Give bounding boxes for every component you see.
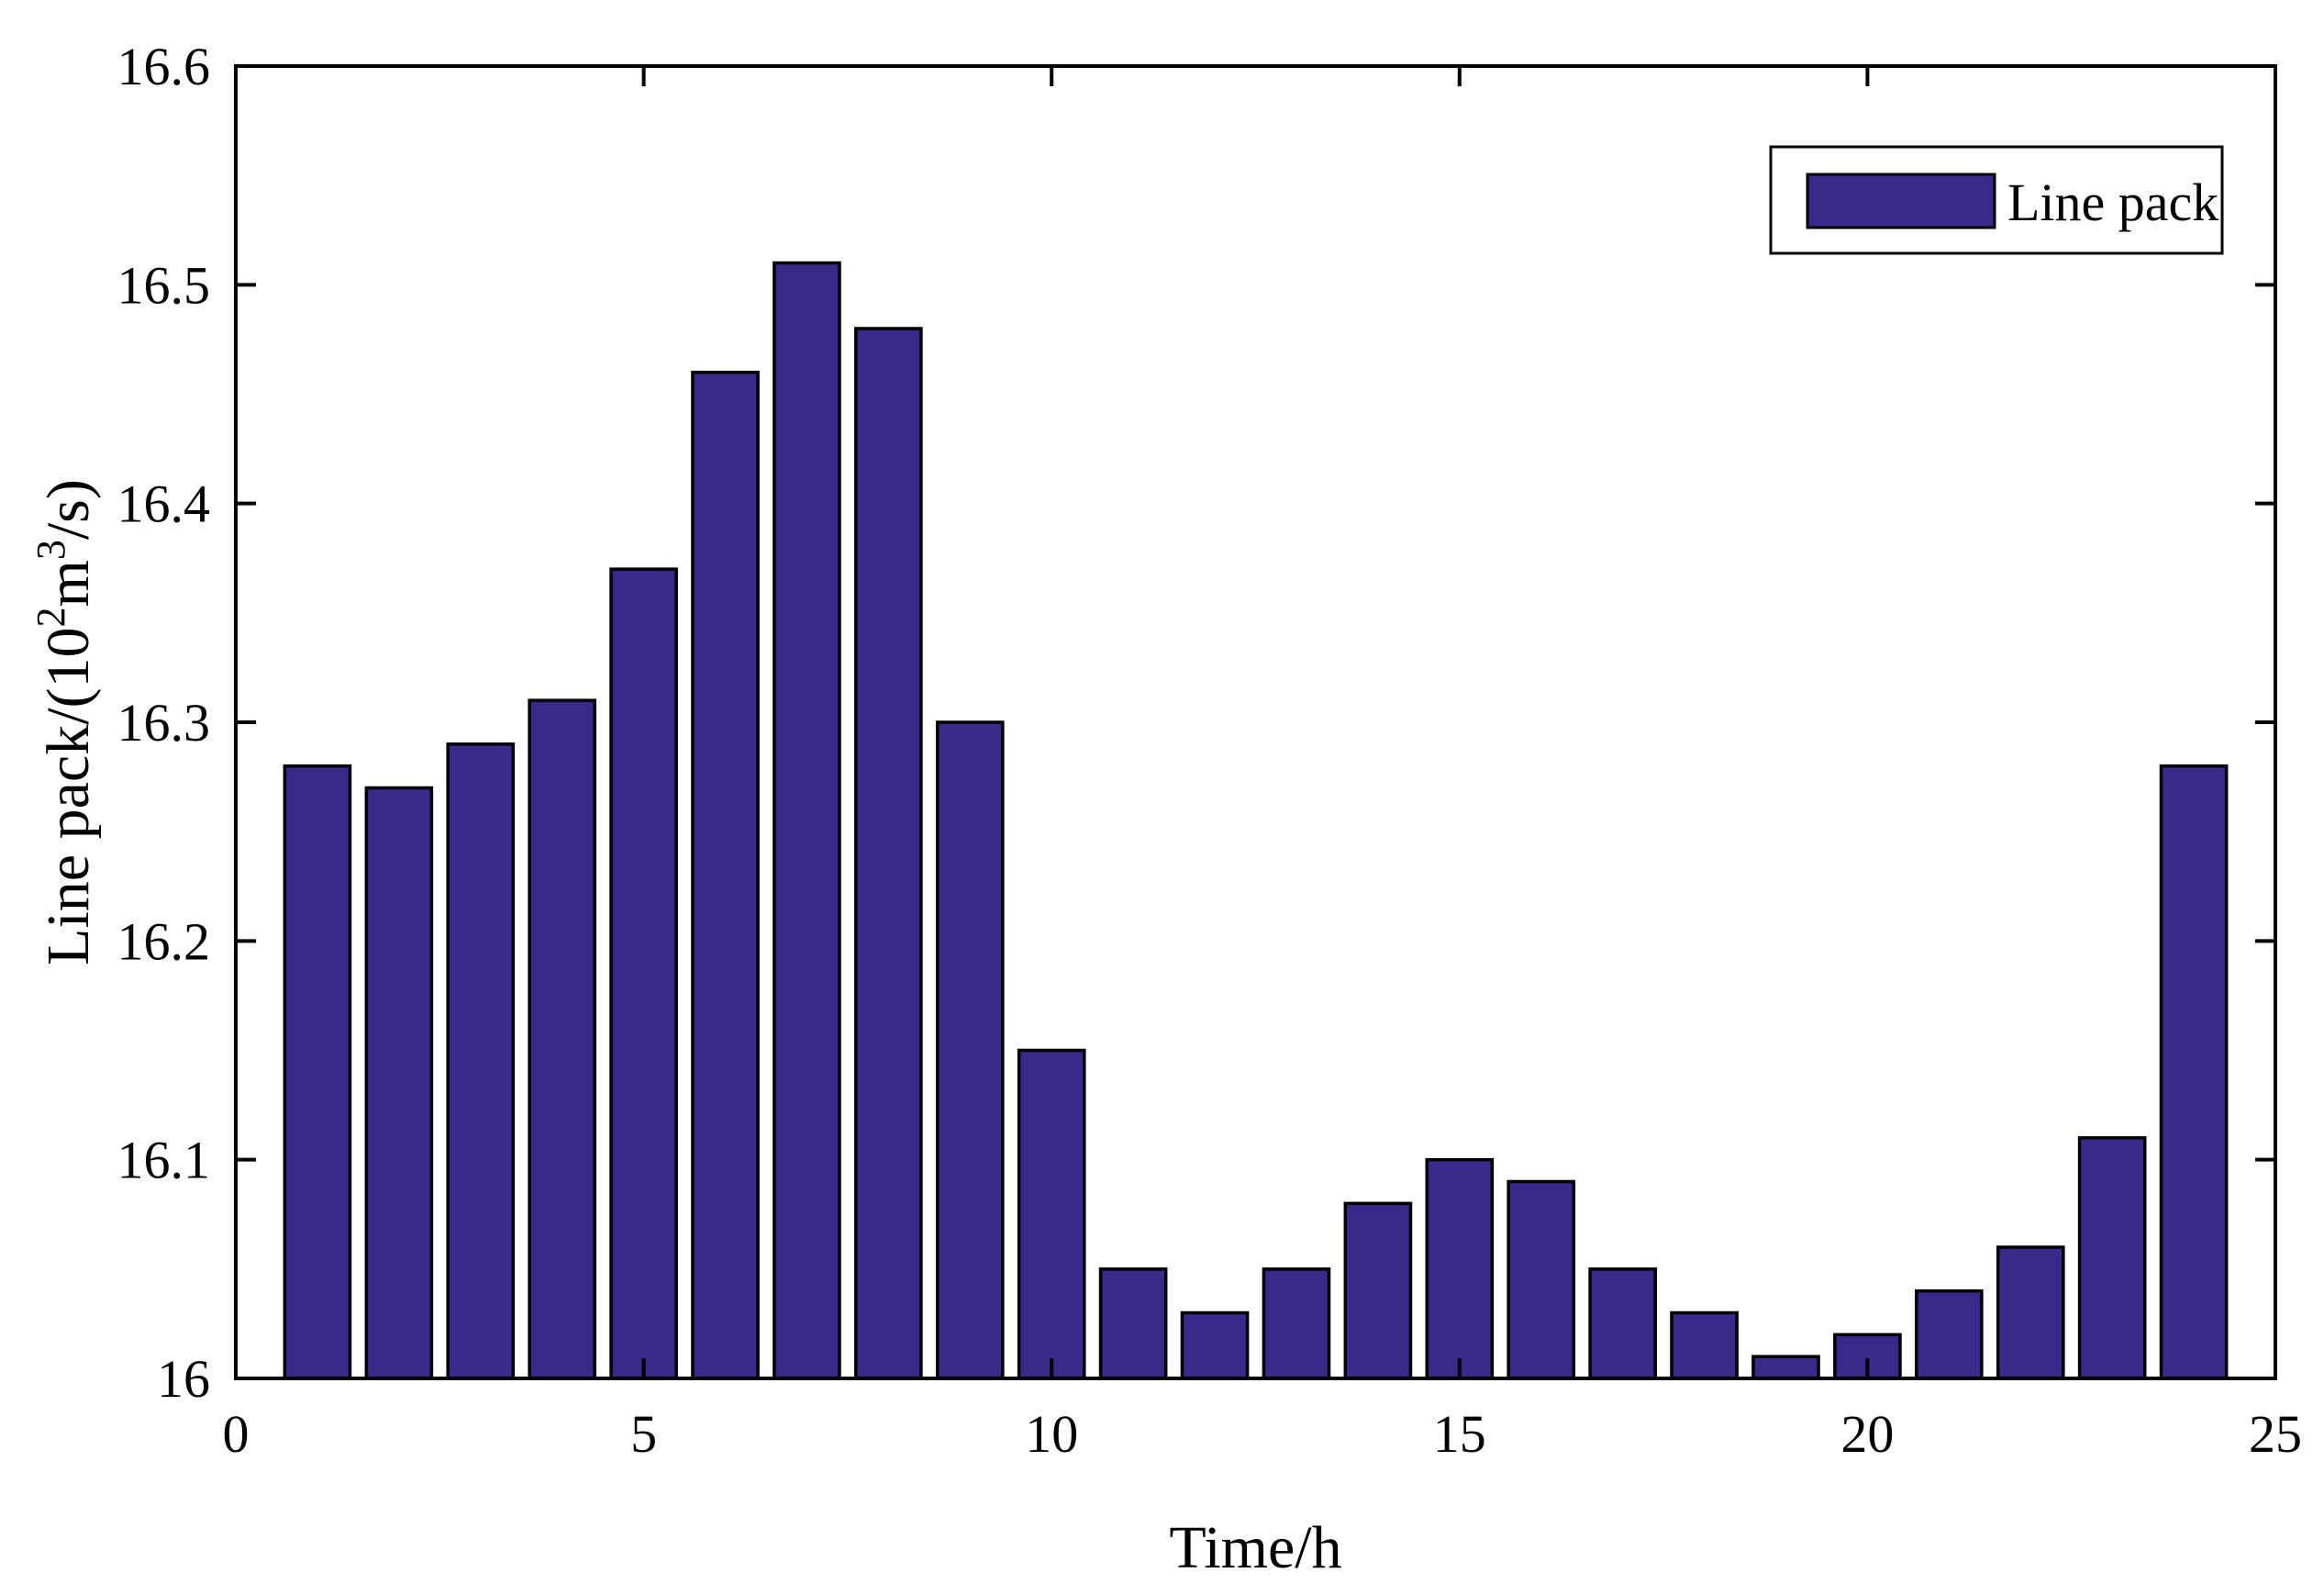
y-tick-label-16.3: 16.3: [117, 693, 211, 753]
bar-1: [283, 764, 352, 1380]
y-axis-title: Line pack/(102m3/s): [28, 479, 102, 965]
bar-15: [1425, 1157, 1495, 1380]
bar-16: [1507, 1179, 1576, 1380]
bar-12: [1180, 1311, 1250, 1380]
bar-24: [2159, 764, 2229, 1380]
x-axis-title: Time/h: [1169, 1514, 1341, 1581]
x-tick-label-10: 10: [1025, 1404, 1078, 1464]
bar-23: [2077, 1136, 2147, 1380]
bar-5: [609, 567, 678, 1380]
bar-8: [854, 327, 923, 1380]
bar-4: [528, 698, 596, 1380]
legend: Line pack: [1769, 145, 2224, 255]
bar-18: [1670, 1311, 1739, 1380]
legend-label: Line pack: [2007, 173, 2218, 232]
bar-17: [1588, 1267, 1657, 1380]
bars: [283, 261, 2229, 1380]
x-tick-label-15: 15: [1433, 1404, 1486, 1464]
legend-swatch: [1806, 173, 1996, 229]
y-axis-title-exponent-1: 2: [28, 607, 73, 627]
bar-7: [773, 261, 841, 1380]
y-tick-label-16.2: 16.2: [117, 911, 211, 971]
y-tick-label-16.5: 16.5: [117, 255, 211, 315]
bar-3: [446, 742, 516, 1380]
bar-13: [1262, 1267, 1331, 1380]
y-tick-label-16.4: 16.4: [117, 474, 211, 534]
y-axis-title-prefix: Line pack/(10: [35, 627, 102, 965]
bar-10: [1017, 1048, 1086, 1380]
x-tick-label-0: 0: [223, 1404, 250, 1464]
x-tick-labels: 0 5 10 15 20 25: [223, 1404, 2303, 1464]
y-tick-labels: 16 16.1 16.2 16.3 16.4 16.5 16.6: [117, 37, 211, 1409]
bar-22: [1996, 1245, 2065, 1380]
y-tick-label-16.1: 16.1: [117, 1131, 211, 1190]
bar-2: [364, 786, 434, 1380]
bar-6: [691, 370, 760, 1380]
x-tick-label-25: 25: [2249, 1404, 2302, 1464]
plot-frame: [234, 64, 2277, 1380]
y-axis-title-exponent-2: 3: [28, 540, 73, 560]
x-tick-label-20: 20: [1840, 1404, 1894, 1464]
y-axis-title-unit: m: [35, 560, 102, 607]
y-tick-label-16.6: 16.6: [117, 37, 211, 96]
bar-9: [935, 720, 1005, 1380]
bar-19: [1751, 1355, 1820, 1380]
y-tick-label-16: 16: [157, 1349, 210, 1409]
x-tick-label-5: 5: [630, 1404, 657, 1464]
bar-14: [1343, 1201, 1413, 1380]
bar-11: [1098, 1267, 1168, 1380]
bar-21: [1915, 1288, 1984, 1380]
y-axis-title-suffix: /s): [35, 479, 102, 540]
